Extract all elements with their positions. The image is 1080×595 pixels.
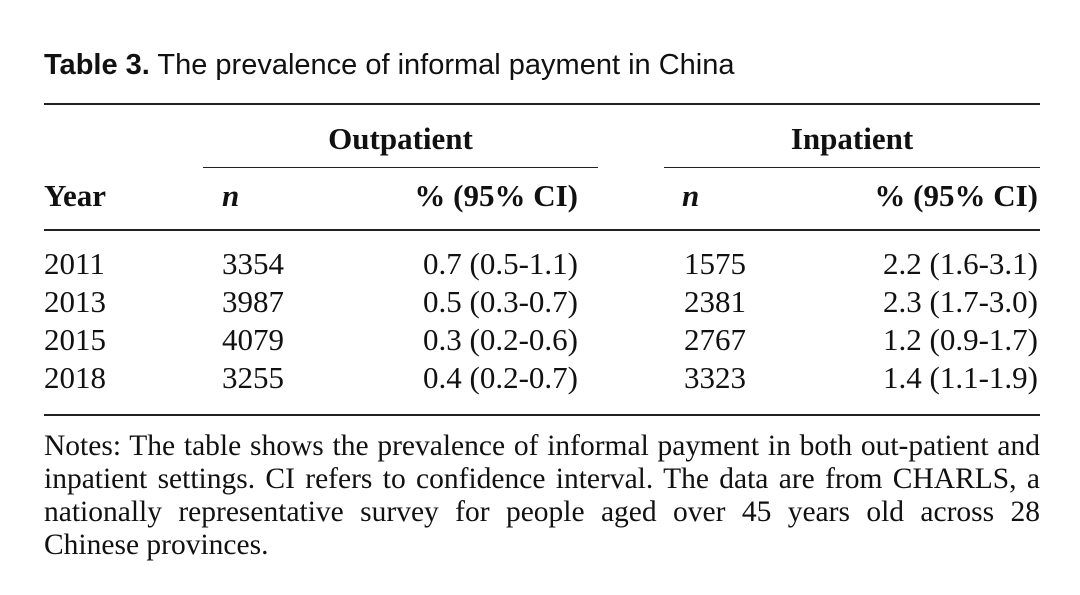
cell-year: 2018 — [44, 360, 106, 395]
column-header-outpatient-n: n — [222, 178, 240, 213]
group-header-inpatient: Inpatient — [790, 121, 914, 156]
table-top-rule — [44, 103, 1040, 105]
cell-outpatient-pct: 0.5 (0.3-0.7) — [423, 284, 578, 319]
table-label: Table 3. — [44, 49, 150, 81]
cell-inpatient-n: 2767 — [684, 322, 746, 357]
cell-inpatient-pct: 1.4 (1.1-1.9) — [883, 360, 1038, 395]
cell-outpatient-pct: 0.3 (0.2-0.6) — [423, 322, 578, 357]
column-header-outpatient-pct: % (95% CI) — [414, 178, 578, 213]
table-caption: Table 3. The prevalence of informal paym… — [44, 46, 734, 84]
cell-inpatient-n: 3323 — [684, 360, 746, 395]
table-header-rule — [44, 229, 1040, 231]
cell-outpatient-pct: 0.7 (0.5-1.1) — [423, 246, 578, 281]
group-header-outpatient: Outpatient — [328, 121, 473, 156]
cell-year: 2013 — [44, 284, 106, 319]
table-bottom-rule — [44, 414, 1040, 416]
cell-inpatient-pct: 1.2 (0.9-1.7) — [883, 322, 1038, 357]
cell-year: 2015 — [44, 322, 106, 357]
cell-outpatient-pct: 0.4 (0.2-0.7) — [423, 360, 578, 395]
cell-outpatient-n: 3354 — [222, 246, 284, 281]
cell-inpatient-pct: 2.3 (1.7-3.0) — [883, 284, 1038, 319]
column-header-inpatient-pct: % (95% CI) — [874, 178, 1038, 213]
cell-inpatient-n: 2381 — [684, 284, 746, 319]
group-rule-inpatient — [664, 167, 1040, 168]
table-title: The prevalence of informal payment in Ch… — [157, 49, 735, 81]
cell-outpatient-n: 3255 — [222, 360, 284, 395]
cell-inpatient-pct: 2.2 (1.6-3.1) — [883, 246, 1038, 281]
cell-outpatient-n: 3987 — [222, 284, 284, 319]
column-header-year: Year — [44, 178, 106, 213]
cell-outpatient-n: 4079 — [222, 322, 284, 357]
group-rule-outpatient — [203, 167, 598, 168]
table-notes: Notes: The table shows the prevalence of… — [44, 430, 1040, 561]
cell-year: 2011 — [44, 246, 105, 281]
column-header-inpatient-n: n — [682, 178, 700, 213]
cell-inpatient-n: 1575 — [684, 246, 746, 281]
